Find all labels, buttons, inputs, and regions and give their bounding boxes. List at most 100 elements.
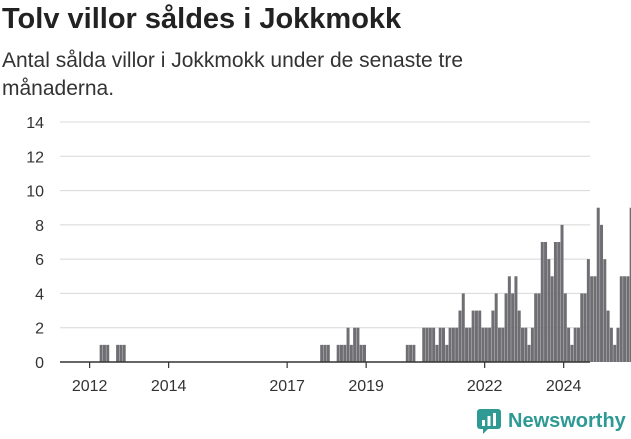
bars [99, 207, 631, 362]
bar [405, 344, 409, 362]
bar [613, 344, 617, 362]
bar [563, 293, 567, 362]
x-tick-label: 2022 [467, 378, 503, 395]
bar [481, 327, 485, 362]
bar [626, 276, 630, 362]
y-tick-label: 12 [26, 149, 44, 166]
bar [442, 327, 446, 362]
bar [511, 293, 515, 362]
bar [412, 344, 416, 362]
bar [603, 259, 607, 362]
bar [353, 327, 357, 362]
bar [576, 327, 580, 362]
bar [544, 242, 548, 362]
bar [448, 327, 452, 362]
bar [494, 293, 498, 362]
bar [590, 276, 594, 362]
bar [432, 327, 436, 362]
bar [116, 344, 120, 362]
bar [451, 327, 455, 362]
bar [102, 344, 106, 362]
x-tick-label: 2019 [348, 378, 384, 395]
y-tick-label: 8 [35, 218, 44, 235]
bar [527, 344, 531, 362]
bar [534, 293, 538, 362]
y-tick-label: 2 [35, 321, 44, 338]
bar [471, 310, 475, 362]
x-tick-label: 2012 [72, 378, 108, 395]
bar [438, 327, 442, 362]
bar [537, 293, 541, 362]
bar [583, 293, 587, 362]
bar [521, 327, 525, 362]
bar [517, 310, 521, 362]
bar [600, 224, 604, 362]
bar [524, 327, 528, 362]
x-tick-label: 2024 [546, 378, 582, 395]
bar [573, 327, 577, 362]
bar [474, 310, 478, 362]
bar [560, 224, 564, 362]
brand-logo: Newsworthy [476, 407, 626, 435]
gridlines [60, 121, 590, 329]
bar [567, 327, 571, 362]
bar [501, 327, 505, 362]
bar [570, 344, 574, 362]
bar [339, 344, 343, 362]
bar [455, 327, 459, 362]
bar [445, 344, 449, 362]
bar [557, 242, 561, 362]
bar [356, 327, 360, 362]
bar [629, 207, 631, 362]
bar [478, 310, 482, 362]
bar [343, 344, 347, 362]
bar [409, 344, 413, 362]
newsworthy-logo-icon [477, 409, 501, 434]
bar [465, 327, 469, 362]
bar [428, 327, 432, 362]
bar [99, 344, 103, 362]
bar [580, 293, 584, 362]
bar [425, 327, 429, 362]
bar [586, 259, 590, 362]
bar [458, 310, 462, 362]
bar [359, 344, 363, 362]
bar [491, 310, 495, 362]
bar [619, 276, 623, 362]
bar [488, 327, 492, 362]
bar [547, 259, 551, 362]
bar [336, 344, 340, 362]
bar [530, 327, 534, 362]
bar [606, 310, 610, 362]
bar [422, 327, 426, 362]
y-tick-label: 6 [35, 252, 44, 269]
bar [553, 242, 557, 362]
x-tick-label: 2014 [151, 378, 187, 395]
bar [596, 207, 600, 362]
bar [507, 276, 511, 362]
bar [468, 327, 472, 362]
bar [363, 344, 366, 362]
y-axis: 0 2 4 6 8 10 12 14 [26, 115, 44, 372]
bar [504, 293, 508, 362]
bar [550, 276, 554, 362]
bar [320, 344, 324, 362]
chart-title: Tolv villor såldes i Jokkmokk [2, 3, 402, 35]
y-tick-label: 0 [35, 355, 44, 372]
bar [122, 344, 126, 362]
y-tick-label: 4 [35, 286, 44, 303]
bar [497, 327, 501, 362]
bar [461, 293, 465, 362]
bar [435, 344, 439, 362]
y-tick-label: 10 [26, 184, 44, 201]
x-tick-label: 2017 [269, 378, 305, 395]
y-tick-label: 14 [26, 115, 44, 132]
bar [609, 327, 613, 362]
bar [484, 327, 488, 362]
bar [616, 327, 620, 362]
bar [514, 276, 518, 362]
brand-name: Newsworthy [508, 409, 626, 432]
bar [346, 327, 350, 362]
x-axis: 2012 2014 2017 2019 2022 2024 [60, 361, 590, 395]
